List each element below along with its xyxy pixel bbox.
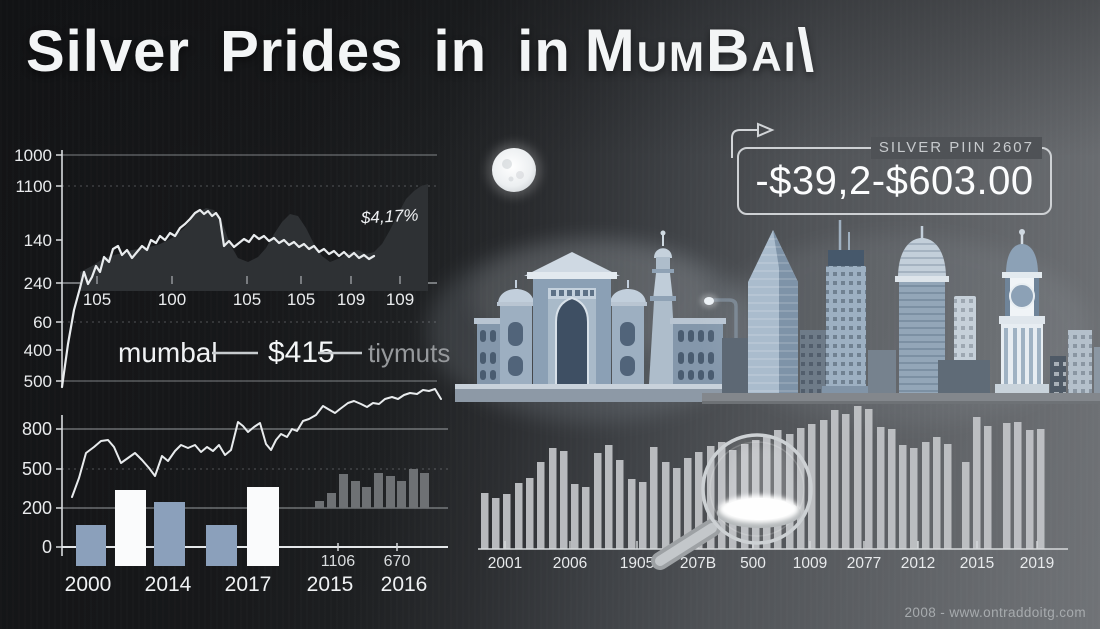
svg-text:400: 400 bbox=[24, 341, 52, 360]
svg-text:200: 200 bbox=[22, 498, 52, 518]
svg-text:tiymuts: tiymuts bbox=[368, 338, 450, 368]
svg-text:2015: 2015 bbox=[960, 555, 994, 572]
svg-text:2015: 2015 bbox=[307, 573, 354, 596]
svg-text:1000: 1000 bbox=[14, 146, 52, 165]
moon-icon bbox=[487, 143, 541, 197]
svg-text:500: 500 bbox=[24, 372, 52, 391]
arrow-right-icon bbox=[720, 122, 784, 163]
svg-text:0: 0 bbox=[42, 537, 52, 557]
dome-tower-left bbox=[497, 280, 535, 384]
svg-text:670: 670 bbox=[384, 553, 411, 570]
minaret-icon bbox=[649, 230, 677, 384]
magnifier-icon bbox=[651, 433, 813, 570]
clock-tower-icon bbox=[995, 229, 1049, 395]
svg-text:mumbal: mumbal bbox=[118, 337, 218, 368]
svg-text:2012: 2012 bbox=[901, 555, 935, 572]
svg-text:$4,17%: $4,17% bbox=[359, 206, 419, 228]
price-callout-value: -$39,2-$603.00 bbox=[755, 158, 1034, 203]
antenna-tower-icon bbox=[822, 220, 870, 395]
svg-text:105: 105 bbox=[287, 290, 315, 309]
svg-text:109: 109 bbox=[386, 290, 414, 309]
gateway-of-india-icon bbox=[427, 230, 757, 422]
price-callout-box: SILVER PIIN 2607 -$39,2-$603.00 bbox=[737, 137, 1052, 215]
title-city: MumBai\ bbox=[584, 17, 817, 84]
svg-text:2014: 2014 bbox=[145, 573, 192, 596]
svg-text:240: 240 bbox=[24, 274, 52, 293]
page-title: Silver Prides in in MumBai\ bbox=[26, 16, 816, 85]
svg-text:2077: 2077 bbox=[847, 555, 881, 572]
svg-text:1905: 1905 bbox=[620, 555, 654, 572]
svg-text:2000: 2000 bbox=[65, 573, 112, 596]
ground-strip bbox=[702, 393, 1100, 402]
svg-text:105: 105 bbox=[233, 290, 261, 309]
svg-text:1009: 1009 bbox=[793, 555, 827, 572]
dome-tower-right bbox=[609, 280, 647, 384]
svg-text:109: 109 bbox=[337, 290, 365, 309]
dome-skyscraper-icon bbox=[895, 226, 949, 395]
price-callout-label: SILVER PIIN 2607 bbox=[870, 137, 1042, 159]
svg-text:500: 500 bbox=[22, 459, 52, 479]
svg-text:207B: 207B bbox=[680, 555, 716, 572]
svg-text:105: 105 bbox=[83, 290, 111, 309]
svg-text:1106: 1106 bbox=[321, 553, 356, 570]
svg-text:60: 60 bbox=[33, 313, 52, 332]
svg-text:500: 500 bbox=[740, 555, 766, 572]
svg-text:100: 100 bbox=[158, 290, 186, 309]
svg-text:800: 800 bbox=[22, 419, 52, 439]
svg-text:2001: 2001 bbox=[488, 555, 522, 572]
pointed-tower-icon bbox=[748, 230, 798, 395]
silver-price-line-chart: 1000 1100 140 240 60 400 500 105 100 105 105 109 109… bbox=[14, 146, 450, 391]
svg-text:2016: 2016 bbox=[381, 573, 428, 596]
watermark: 2008 - www.ontraddoitg.com bbox=[904, 605, 1086, 620]
svg-text:140: 140 bbox=[24, 231, 52, 250]
city-skyline-icon bbox=[702, 220, 1100, 425]
title-text: Silver Prides in in bbox=[26, 19, 571, 84]
svg-text:2017: 2017 bbox=[225, 573, 272, 596]
svg-text:1100: 1100 bbox=[15, 177, 52, 196]
svg-text:2019: 2019 bbox=[1020, 555, 1054, 572]
svg-text:2006: 2006 bbox=[553, 555, 587, 572]
central-arch-icon bbox=[524, 252, 620, 384]
